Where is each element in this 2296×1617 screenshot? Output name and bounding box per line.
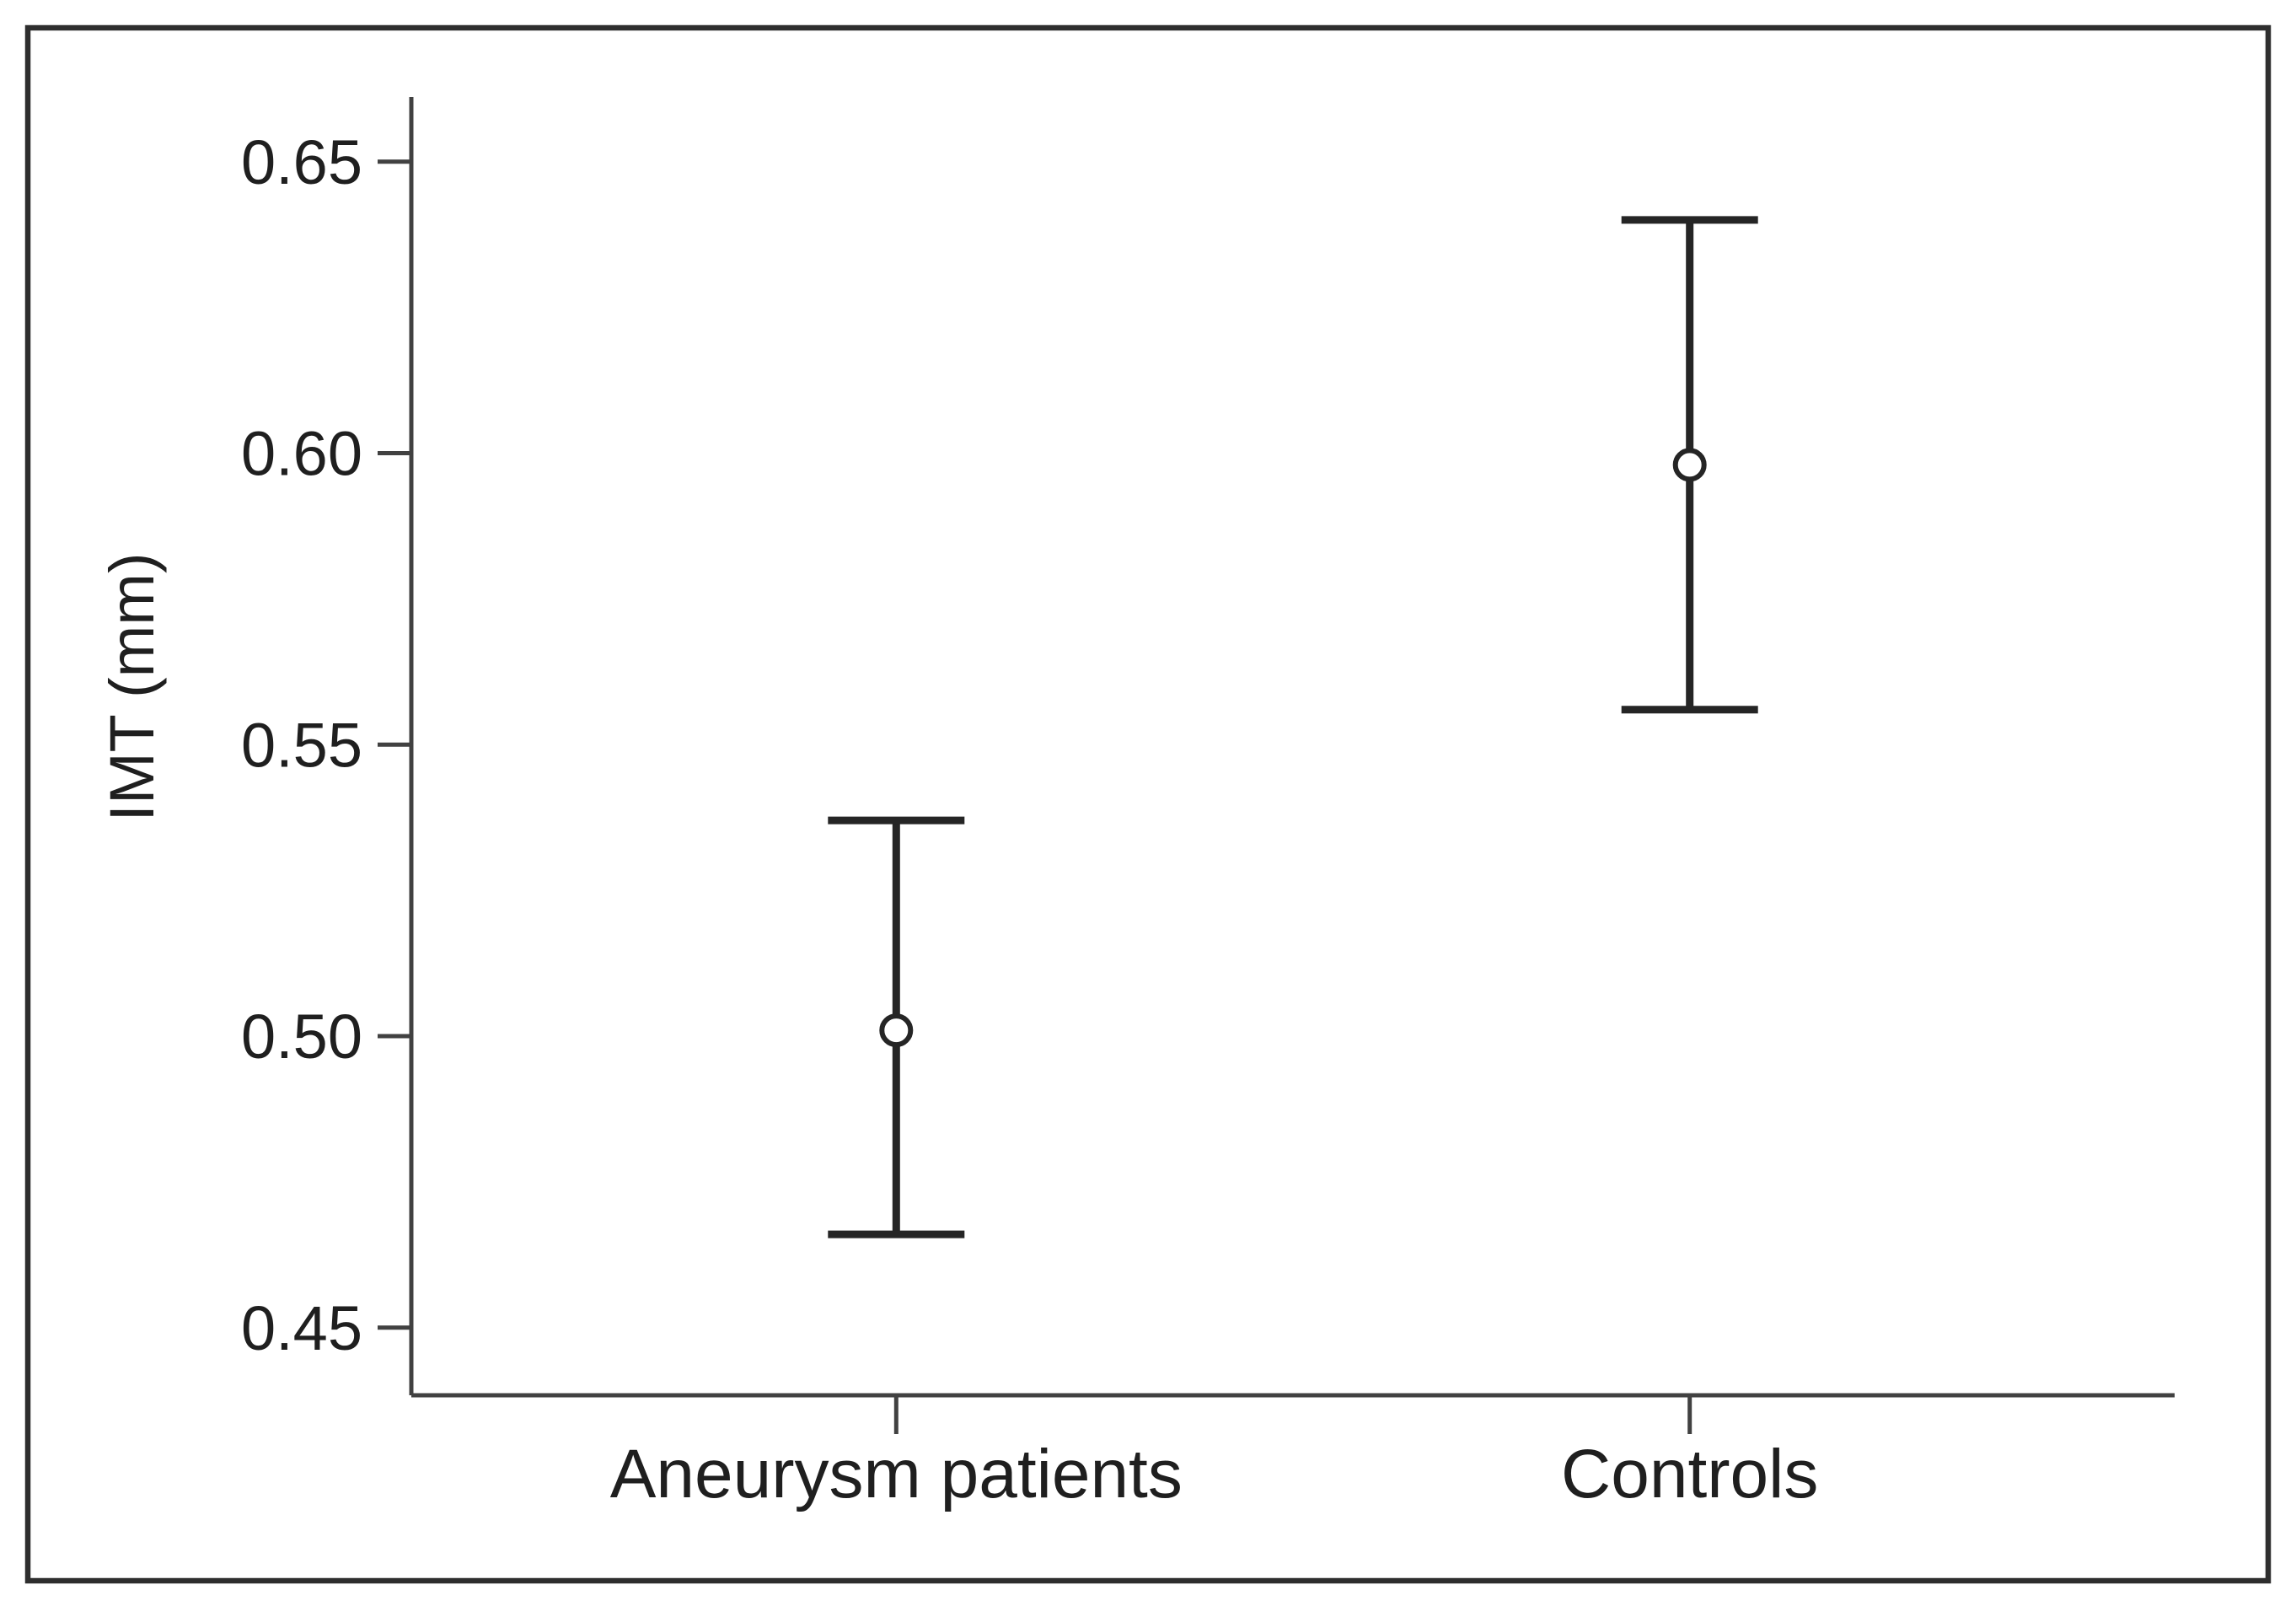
y-axis-title: IMT (mm)	[97, 552, 167, 821]
errorbar-aneurysm-patients	[828, 816, 965, 1238]
y-tick-label: 0.45	[241, 1293, 362, 1363]
mean-marker	[879, 1013, 914, 1048]
errorbar-series-group	[828, 216, 1758, 1238]
x-category-label: Controls	[1561, 1436, 1818, 1512]
y-tick-label: 0.60	[241, 419, 362, 489]
y-tick-label: 0.55	[241, 710, 362, 780]
mean-marker	[1672, 448, 1707, 482]
y-tick-label: 0.65	[241, 127, 362, 197]
y-tick-group: 0.65 0.60 0.55 0.50 0.45	[241, 127, 411, 1363]
y-tick-label: 0.50	[241, 1002, 362, 1072]
x-category-label: Aneurysm patients	[610, 1436, 1183, 1512]
errorbar-controls	[1621, 216, 1758, 714]
x-tick-group: Aneurysm patients Controls	[610, 1395, 1818, 1512]
figure-border	[24, 24, 2272, 1584]
